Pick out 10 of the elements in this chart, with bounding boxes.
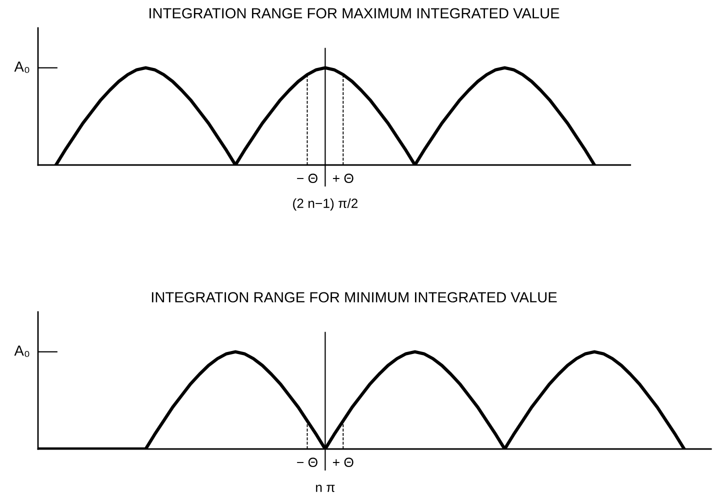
- x-tick-label: − Θ: [297, 458, 318, 468]
- chart-title: INTEGRATION RANGE FOR MAXIMUM INTEGRATED VALUE: [150, 8, 560, 18]
- x-tick-label: − Θ: [297, 174, 318, 184]
- chart-title: INTEGRATION RANGE FOR MINIMUM INTEGRATED VALUE: [152, 292, 557, 302]
- x-tick-label: + Θ: [332, 174, 354, 184]
- x-tick-label: + Θ: [332, 458, 354, 468]
- y-axis-title: A₀: [14, 62, 30, 73]
- y-axis-title: A₀: [14, 346, 30, 357]
- x-tick-label: (2 n−1) π/2: [293, 198, 358, 211]
- x-tick-label: n π: [316, 484, 335, 492]
